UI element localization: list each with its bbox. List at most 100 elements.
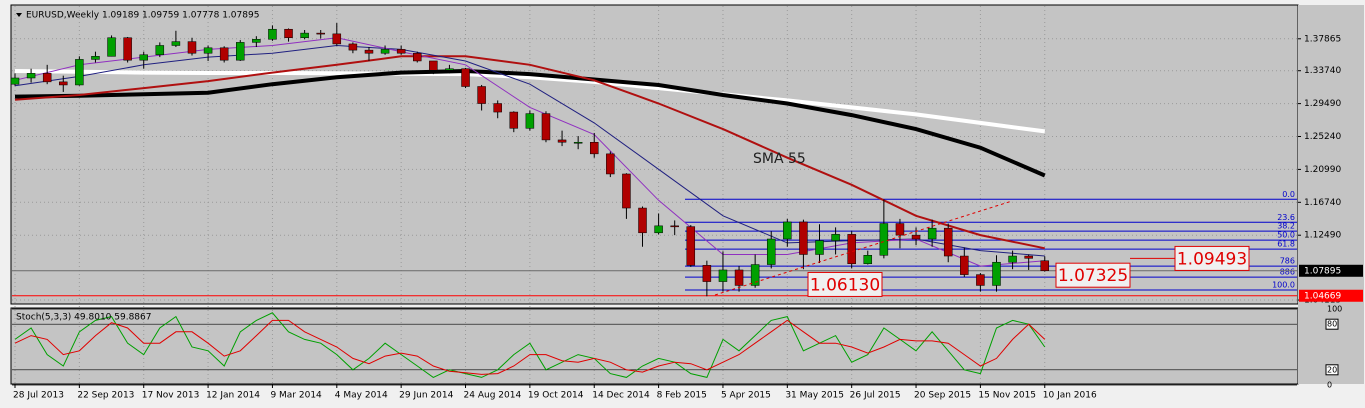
- support-tag: [1299, 289, 1363, 302]
- candle-body: [445, 68, 454, 71]
- x-tick-label: 14 Dec 2014: [592, 391, 650, 401]
- candle-body: [863, 255, 873, 265]
- candle-body: [203, 47, 213, 54]
- candle-body: [847, 234, 856, 265]
- y-tick-label: 1.37865: [1304, 34, 1341, 44]
- menu-arrow[interactable]: [16, 13, 22, 17]
- candle-body: [638, 207, 647, 234]
- tick-box: [1325, 364, 1339, 376]
- candle-body: [139, 54, 148, 61]
- candle-body: [91, 56, 100, 60]
- y-tick-label: 1.25240: [1304, 132, 1341, 142]
- plot: 0.0 23.638.250.061.8 786 886 100.0 1.07895 1.0…: [10, 23, 1363, 378]
- trend-line: [714, 200, 1013, 296]
- candle-body: [734, 269, 744, 286]
- candle-body: [300, 32, 309, 38]
- candle-body: [364, 49, 374, 54]
- candle-body: [123, 37, 132, 61]
- candle-body: [26, 73, 36, 79]
- candle-body: [477, 86, 486, 104]
- candle-body: [284, 28, 293, 38]
- y-tick-label: 1.12490: [1304, 231, 1341, 241]
- candle-body: [252, 39, 261, 43]
- candle-body: [927, 227, 937, 240]
- candle-body: [670, 225, 679, 228]
- y-tick-label: 1.20990: [1304, 165, 1341, 175]
- x-tick-label: 22 Sep 2013: [77, 391, 134, 401]
- candle-body: [589, 141, 599, 155]
- candle-body: [1024, 255, 1033, 259]
- candle-body: [766, 238, 776, 265]
- x-tick-label: 20 Sep 2015: [914, 391, 971, 401]
- candle-body: [831, 234, 840, 241]
- stoch-panel: [10, 307, 1299, 385]
- candle-body: [10, 77, 20, 85]
- level-box: [807, 271, 883, 297]
- candle-body: [42, 73, 52, 83]
- y-tick-label: 1.16740: [1304, 198, 1341, 208]
- candle-body: [686, 226, 696, 266]
- candle-body: [461, 68, 470, 87]
- candle-body: [606, 153, 615, 175]
- candle-body: [171, 41, 181, 46]
- fib-label: 0.0: [1282, 190, 1295, 199]
- chart-header: EURUSD,Weekly 1.09189 1.09759 1.07778 1.…: [26, 11, 259, 21]
- current-price-label: 1.07895: [1304, 266, 1341, 276]
- candle-body: [895, 223, 905, 236]
- candle-body: [493, 103, 502, 113]
- x-tick-label: 5 Apr 2015: [721, 391, 771, 401]
- x-tick-label: 29 Jun 2014: [399, 391, 453, 401]
- current-price-tag: [1299, 264, 1363, 277]
- stoch-header: Stoch(5,3,3) 49.8010 59.8867: [16, 313, 151, 323]
- candle-body: [750, 264, 760, 286]
- fib-label: 61.8: [1277, 240, 1295, 249]
- y-tick-label: 1.33740: [1304, 66, 1341, 76]
- candle-body: [718, 269, 728, 282]
- candle-body: [219, 47, 229, 61]
- x-tick-label: 19 Oct 2014: [528, 391, 584, 401]
- x-tick-label: 4 May 2014: [335, 391, 388, 401]
- candle-body: [187, 41, 197, 54]
- stoch-tick-label: 80: [1327, 320, 1337, 329]
- moving-average: [14, 37, 1045, 267]
- moving-average: [14, 69, 1046, 134]
- candle-body: [348, 43, 358, 51]
- candle-body: [380, 49, 390, 54]
- candle-body: [557, 139, 567, 143]
- box-label: 1.06130: [810, 275, 880, 295]
- x-tick-label: 10 Jan 2016: [1043, 391, 1097, 401]
- x-tick-label: 12 Jan 2014: [206, 391, 260, 401]
- candle-body: [911, 234, 921, 240]
- candle-body: [509, 111, 519, 129]
- candle-body: [1040, 260, 1050, 271]
- x-tick-label: 8 Feb 2015: [657, 391, 707, 401]
- grid: 1.37865 1.33740 1.29490 1.25240 1.20990 1.167…: [12, 6, 1342, 401]
- candle-body: [799, 221, 808, 255]
- y-tick-label: 1.29490: [1304, 99, 1341, 109]
- fib-label: 38.2: [1277, 222, 1295, 231]
- level-box: [1055, 262, 1131, 288]
- moving-average: [14, 68, 1046, 178]
- candle-body: [429, 60, 438, 71]
- stoch-tick-label: 20: [1327, 365, 1337, 374]
- candle-body: [976, 274, 985, 286]
- candle-body: [992, 261, 1001, 286]
- candle-body: [59, 81, 68, 86]
- box-label: 1.07325: [1058, 266, 1128, 286]
- candle-body: [573, 141, 583, 144]
- candle-body: [396, 49, 406, 54]
- support-label: 1.04669: [1304, 291, 1341, 301]
- fib-label: 23.6: [1277, 213, 1295, 222]
- candle-body: [783, 221, 792, 240]
- candle-body: [960, 255, 969, 275]
- moving-average: [14, 55, 1046, 250]
- candle-body: [622, 173, 631, 209]
- moving-average: [14, 44, 1045, 257]
- candle-body: [815, 240, 824, 255]
- candle-body: [1008, 255, 1017, 263]
- candle-body: [879, 223, 889, 256]
- x-tick-label: 9 Mar 2014: [270, 391, 322, 401]
- stoch-tick-label: 0: [1327, 381, 1332, 390]
